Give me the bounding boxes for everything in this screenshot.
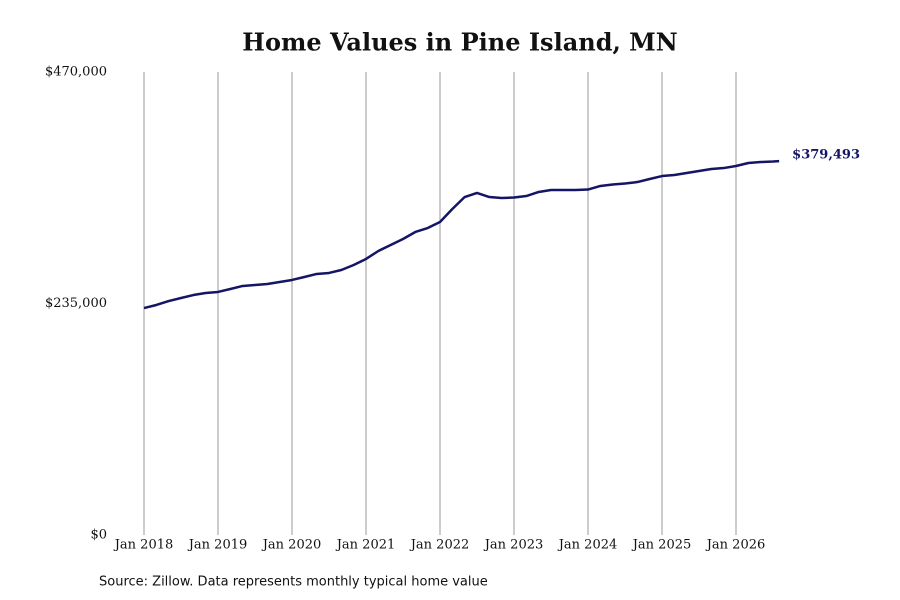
x-tick-label: Jan 2021 — [335, 538, 396, 553]
x-tick-label: Jan 2026 — [705, 538, 766, 553]
x-tick-label: Jan 2024 — [557, 538, 618, 553]
end-value-label: $379,493 — [792, 148, 860, 163]
x-tick-label: Jan 2018 — [113, 538, 174, 553]
y-tick-label: $470,000 — [45, 65, 107, 80]
x-tick-label: Jan 2023 — [483, 538, 544, 553]
line-series — [143, 159, 780, 310]
x-tick-label: Jan 2022 — [409, 538, 470, 553]
x-tick-label: Jan 2020 — [261, 538, 322, 553]
source-note: Source: Zillow. Data represents monthly … — [99, 575, 488, 590]
x-tick-label: Jan 2025 — [631, 538, 692, 553]
x-tick-label: Jan 2019 — [187, 538, 248, 553]
y-tick-label: $0 — [90, 528, 107, 543]
y-tick-label: $235,000 — [45, 296, 107, 311]
chart-title: Home Values in Pine Island, MN — [242, 28, 677, 57]
